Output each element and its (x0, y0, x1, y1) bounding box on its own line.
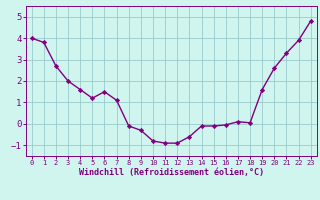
X-axis label: Windchill (Refroidissement éolien,°C): Windchill (Refroidissement éolien,°C) (79, 168, 264, 177)
